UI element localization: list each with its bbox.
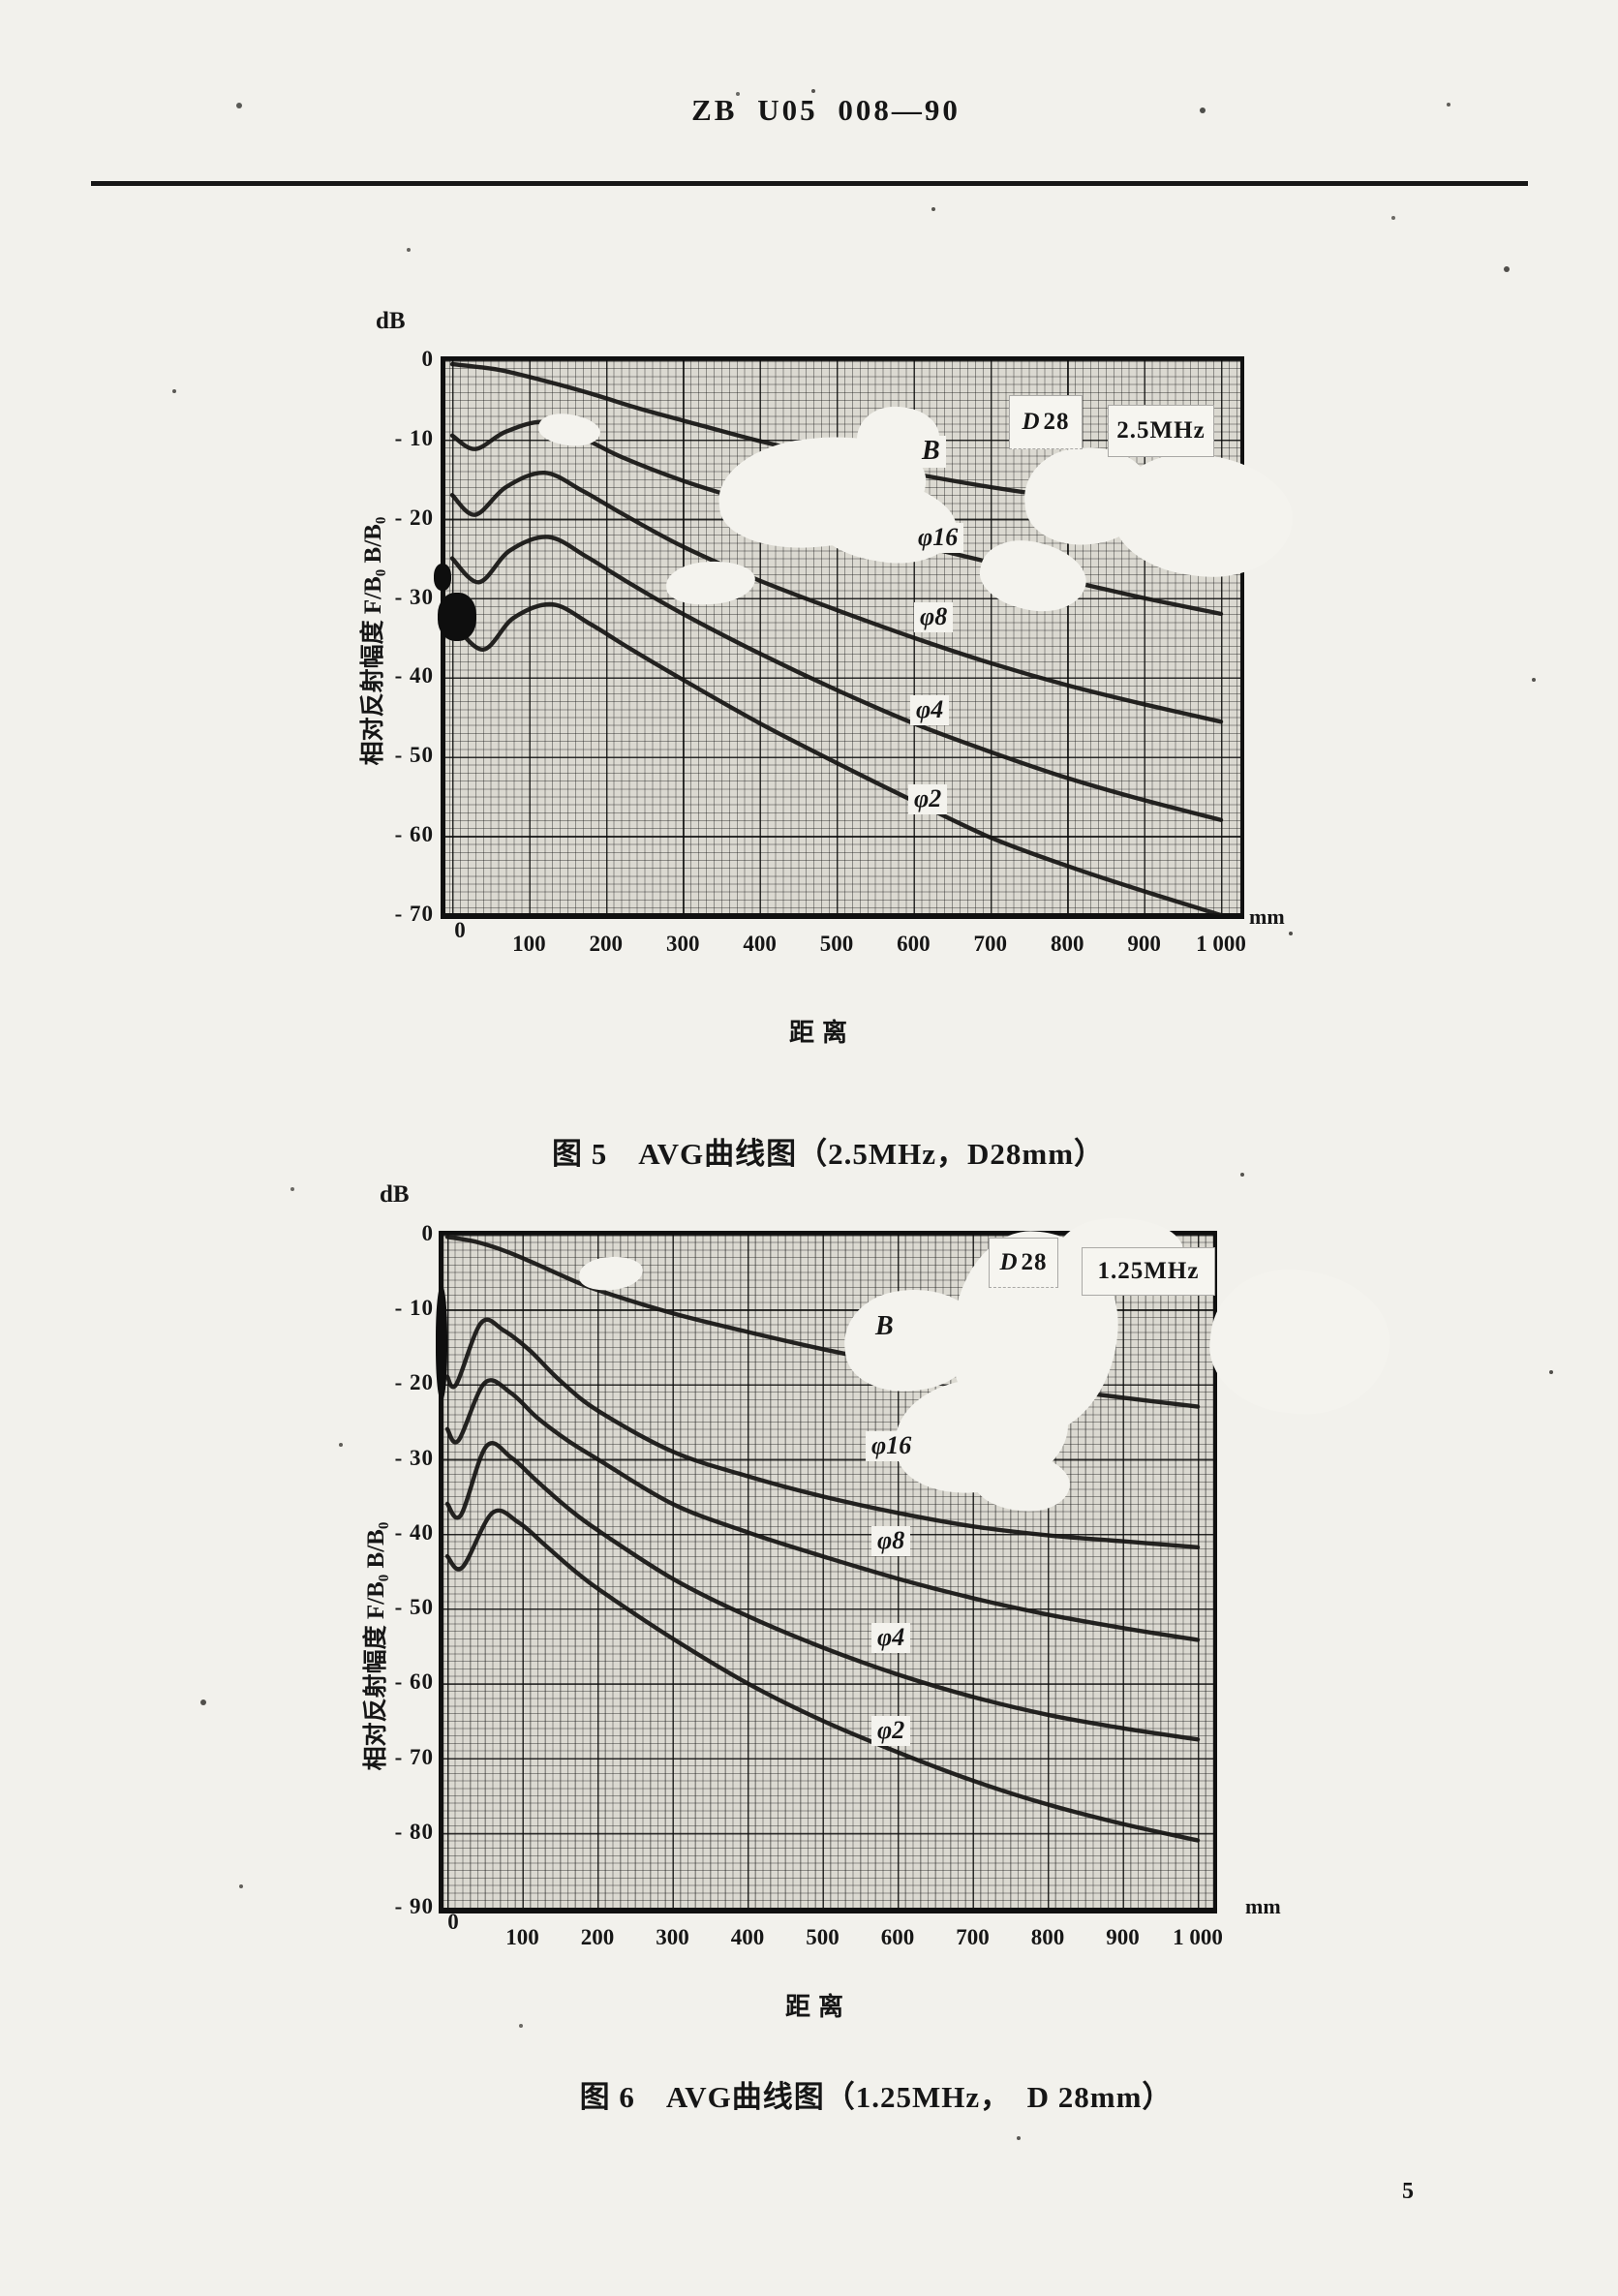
x-tick-label: 900 [1106, 1925, 1140, 1949]
x-axis-unit: mm [1249, 904, 1285, 929]
ink-blob [434, 564, 451, 591]
x-tick-label: 600 [880, 1925, 915, 1949]
y-tick-label: - 20 [394, 1370, 434, 1395]
curve-label-B: B [870, 1311, 900, 1343]
curve-φ8 [449, 470, 1224, 724]
standard-code: ZB U05 008—90 [691, 93, 961, 127]
x-axis-unit: mm [1245, 1894, 1281, 1918]
x-tick-label: 0 [454, 918, 466, 942]
y-tick-label: - 30 [394, 584, 434, 609]
y-tick-label: - 20 [394, 505, 434, 530]
x-tick-label: 500 [819, 932, 854, 956]
ink-blob [438, 593, 476, 641]
curve-φ4 [449, 535, 1224, 822]
y-tick-label: - 80 [394, 1819, 434, 1844]
x-tick-label: 800 [1030, 1925, 1065, 1949]
y-tick-label: - 50 [394, 743, 434, 768]
curve-φ2 [444, 1508, 1201, 1843]
y-tick-label: - 40 [394, 1519, 434, 1545]
x-tick-label: 800 [1050, 932, 1084, 956]
x-tick-label: 0 [447, 1910, 459, 1934]
y-tick-label: - 70 [394, 1744, 434, 1769]
x-tick-label: 500 [806, 1925, 840, 1949]
x-tick-label: 300 [656, 1925, 689, 1949]
curve-φ16 [444, 1317, 1201, 1549]
y-tick-label: - 40 [394, 663, 434, 689]
x-tick-label: 400 [743, 932, 777, 956]
x-tick-label: 200 [589, 932, 624, 956]
x-tick-label: 900 [1127, 932, 1161, 956]
y-tick-label: - 10 [394, 1296, 434, 1321]
y-tick-label: - 90 [394, 1894, 434, 1918]
probe-diameter-label: D 28 [989, 1238, 1058, 1288]
x-tick-label: 600 [897, 932, 931, 956]
curve-label-φ8: φ8 [914, 602, 954, 632]
y-tick-label: - 60 [394, 822, 434, 847]
x-tick-label: 1 000 [1196, 932, 1246, 956]
curve-φ8 [444, 1378, 1201, 1642]
y-tick-label: 0 [421, 1221, 434, 1245]
x-tick-label: 700 [956, 1925, 990, 1949]
x-tick-label: 300 [665, 932, 700, 956]
y-axis-unit: dB [380, 1181, 410, 1208]
curve-label-φ8: φ8 [871, 1526, 911, 1556]
page-number: 5 [1402, 2179, 1414, 2204]
curve-φ4 [444, 1441, 1201, 1742]
y-tick-label: - 60 [394, 1669, 434, 1695]
x-axis-title: 距离 [784, 1993, 851, 2021]
curve-label-B: B [916, 436, 946, 468]
x-tick-label: 100 [505, 1925, 539, 1949]
y-tick-label: - 70 [394, 902, 434, 926]
curve-label-φ4: φ4 [910, 695, 950, 725]
curve-label-φ16: φ16 [912, 523, 964, 553]
figure-caption: 图 5 AVG曲线图（2.5MHz，D28mm） [551, 1137, 1106, 1171]
y-tick-label: - 50 [394, 1595, 434, 1620]
figure-caption: 图 6 AVG曲线图（1.25MHz， D 28mm） [579, 2080, 1174, 2114]
y-tick-label: - 30 [394, 1445, 434, 1470]
y-axis-title: 相对反射幅度 F/B₀ B/B₀ [363, 1521, 389, 1771]
probe-d-size: 28 [1043, 409, 1070, 435]
x-tick-label: 700 [973, 932, 1008, 956]
probe-diameter-label: D 28 [1009, 395, 1083, 449]
frequency-label: 1.25MHz [1082, 1247, 1215, 1296]
curve-label-φ4: φ4 [871, 1623, 911, 1653]
curve-label-φ2: φ2 [908, 784, 948, 814]
header-rule [91, 181, 1528, 186]
y-axis-unit: dB [376, 308, 406, 334]
x-tick-label: 100 [512, 932, 546, 956]
curve-φ2 [449, 601, 1224, 915]
frequency-label: 2.5MHz [1108, 405, 1214, 457]
probe-d-size: 28 [1021, 1249, 1048, 1275]
curve-label-φ2: φ2 [871, 1716, 911, 1746]
y-axis-title: 相对反射幅度 F/B₀ B/B₀ [360, 516, 386, 766]
ink-blob [436, 1286, 447, 1400]
probe-d-italic: D [1022, 409, 1041, 435]
y-tick-label: - 10 [394, 425, 434, 450]
y-tick-label: 0 [421, 347, 434, 371]
x-tick-label: 1 000 [1173, 1925, 1223, 1949]
x-tick-label: 400 [730, 1925, 765, 1949]
x-tick-label: 200 [580, 1925, 615, 1949]
curve-label-φ16: φ16 [866, 1431, 918, 1461]
whiteout-patch [1203, 1261, 1397, 1424]
x-axis-title: 距离 [788, 1019, 855, 1047]
probe-d-italic: D [999, 1249, 1019, 1275]
